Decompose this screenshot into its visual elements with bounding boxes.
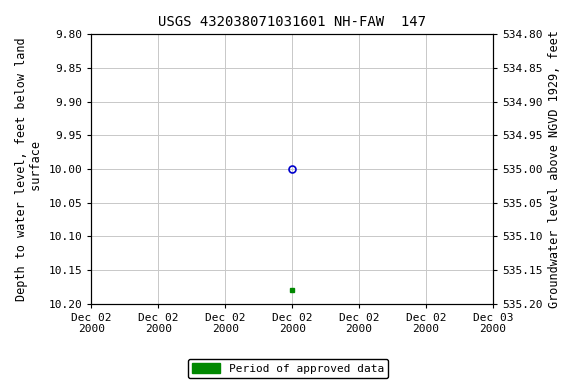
Legend: Period of approved data: Period of approved data — [188, 359, 388, 379]
Y-axis label: Depth to water level, feet below land
 surface: Depth to water level, feet below land su… — [15, 37, 43, 301]
Y-axis label: Groundwater level above NGVD 1929, feet: Groundwater level above NGVD 1929, feet — [548, 30, 561, 308]
Title: USGS 432038071031601 NH-FAW  147: USGS 432038071031601 NH-FAW 147 — [158, 15, 426, 29]
